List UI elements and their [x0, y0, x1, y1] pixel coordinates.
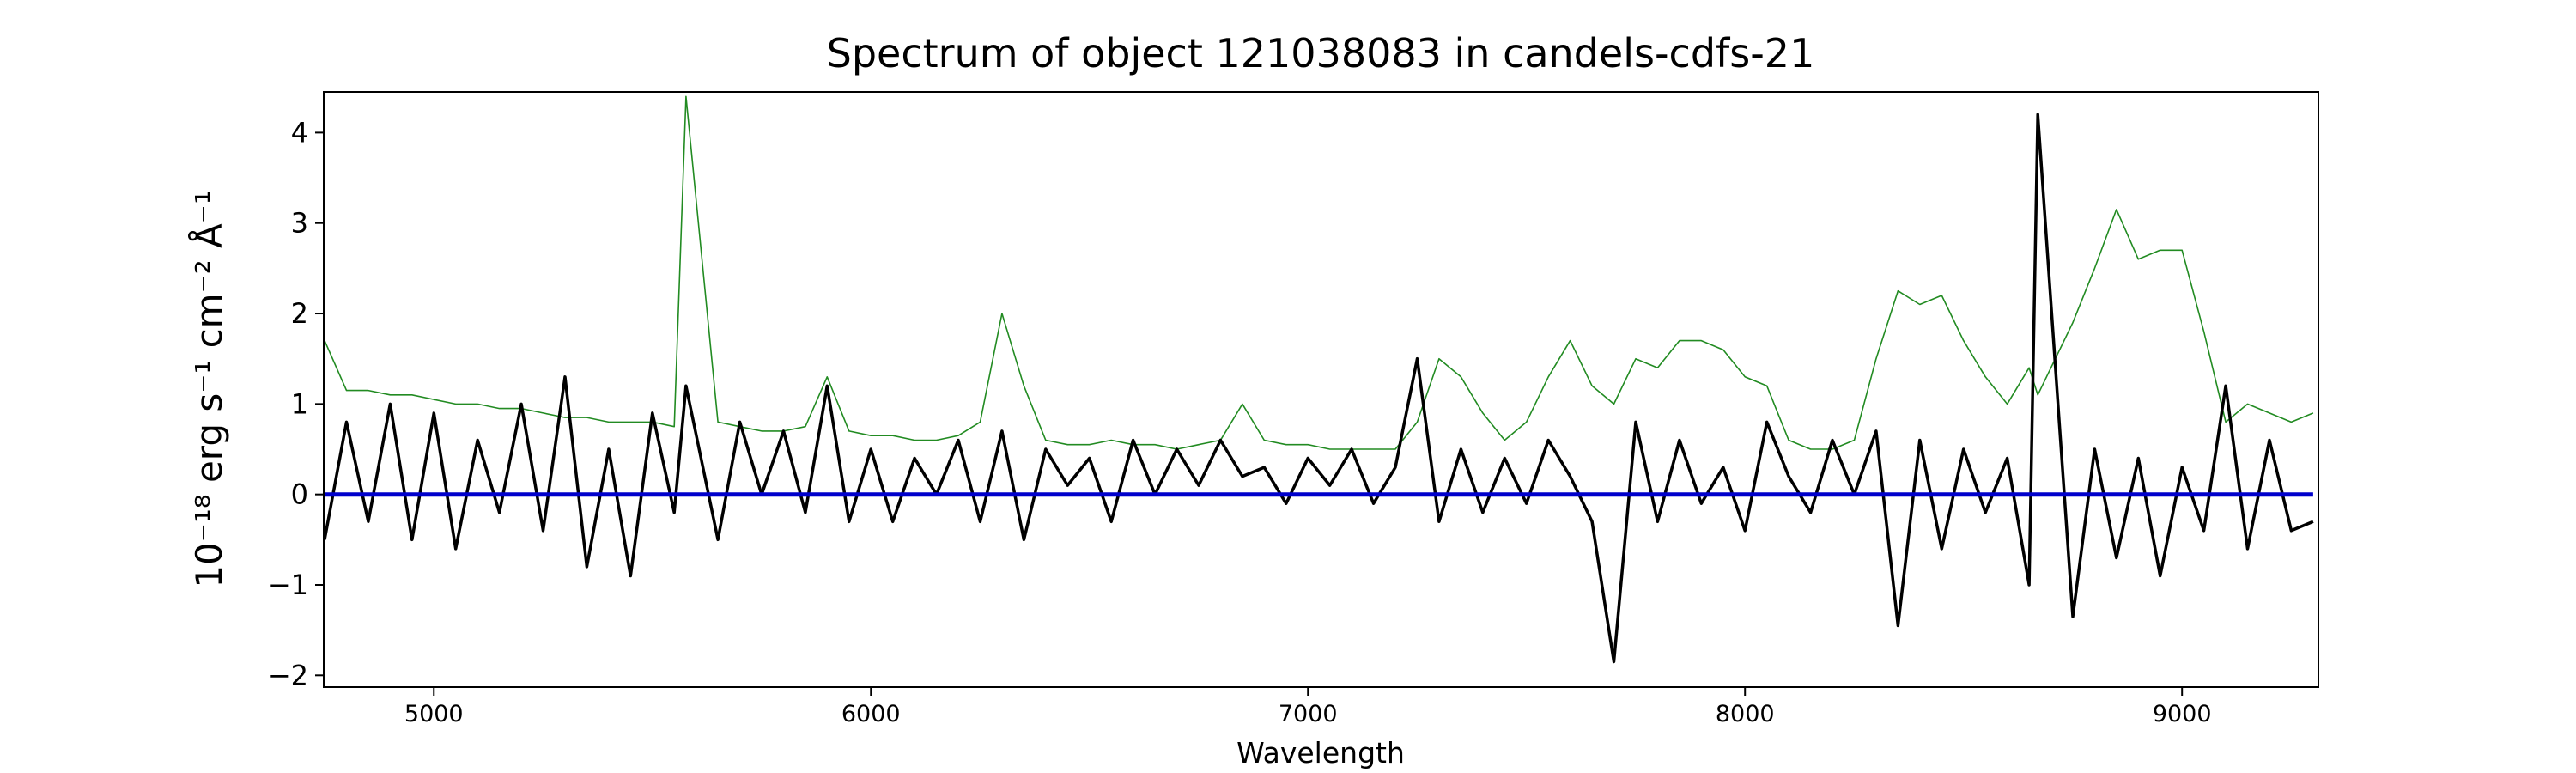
chart-title: Spectrum of object 121038083 in candels-… — [827, 30, 1815, 76]
plot-frame — [323, 91, 2319, 688]
y-tick-label: −1 — [268, 569, 308, 601]
y-axis-label: 10⁻¹⁸ erg s⁻¹ cm⁻² Å⁻¹ — [187, 190, 230, 587]
x-tick-label: 9000 — [2153, 701, 2212, 727]
y-tick-label: 3 — [291, 207, 308, 240]
x-tick-label: 7000 — [1279, 701, 1338, 727]
spectrum-line — [324, 113, 2314, 664]
x-tick-label: 8000 — [1716, 701, 1775, 727]
x-tick-label: 6000 — [841, 701, 901, 727]
y-tick-label: 0 — [291, 478, 308, 511]
y-tick-label: 4 — [291, 116, 308, 149]
y-tick-label: −2 — [268, 659, 308, 691]
y-tick-label: 2 — [291, 297, 308, 330]
y-tick-label: 1 — [291, 387, 308, 420]
spectrum-line — [324, 95, 2314, 450]
x-tick-label: 5000 — [404, 701, 464, 727]
x-axis-label: Wavelength — [1236, 736, 1405, 770]
